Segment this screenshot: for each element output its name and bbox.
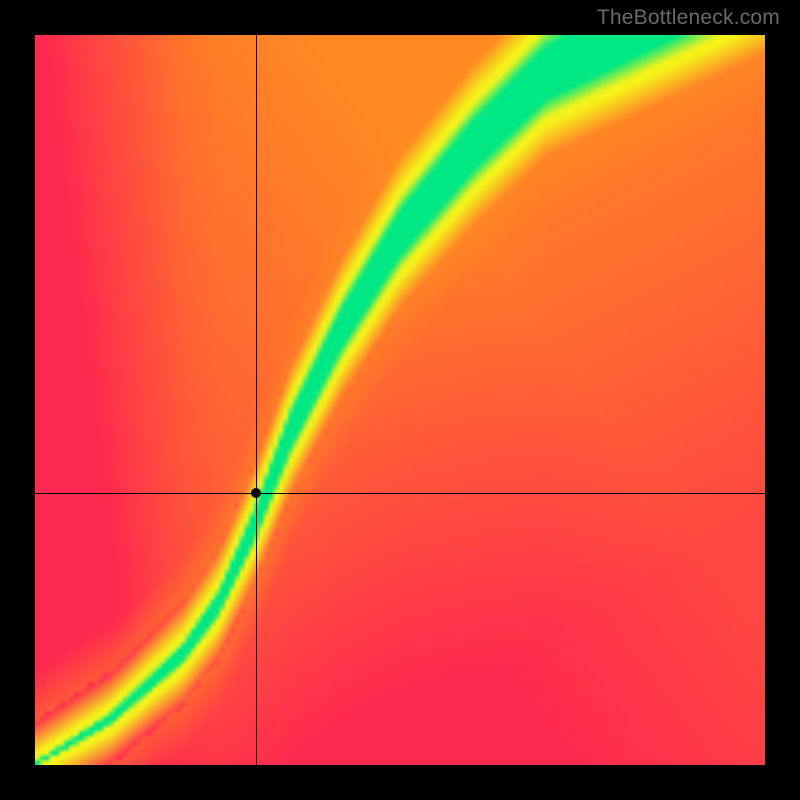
crosshair-horizontal <box>35 493 765 494</box>
heatmap-canvas <box>35 35 765 765</box>
watermark-text: TheBottleneck.com <box>597 6 780 30</box>
crosshair-vertical <box>256 35 257 765</box>
heatmap-plot <box>35 35 765 765</box>
marker-dot <box>251 488 261 498</box>
